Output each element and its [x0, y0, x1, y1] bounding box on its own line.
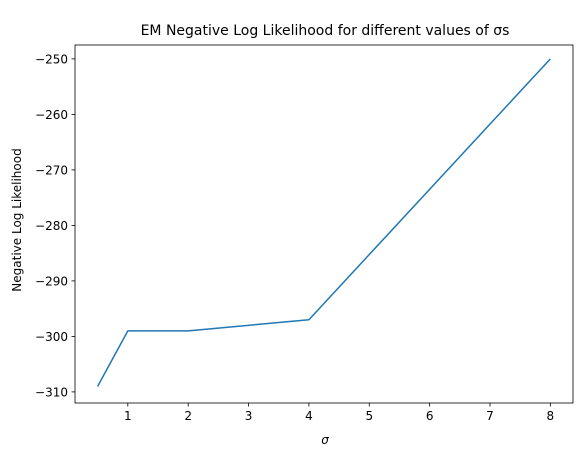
y-tick-label: −270 — [35, 163, 68, 177]
y-tick-label: −250 — [35, 52, 68, 66]
x-axis-ticks: 1 2 3 4 5 6 7 8 — [124, 403, 554, 423]
y-tick-label: −290 — [35, 274, 68, 288]
series-line-0 — [98, 59, 551, 386]
plot-frame — [75, 45, 573, 403]
y-tick-label: −310 — [35, 385, 68, 399]
x-tick-label: 8 — [547, 409, 555, 423]
y-tick-label: −280 — [35, 219, 68, 233]
x-tick-label: 6 — [426, 409, 434, 423]
chart-title: EM Negative Log Likelihood for different… — [141, 23, 510, 39]
y-axis-ticks: −310 −300 −290 −280 −270 −260 −250 — [35, 52, 75, 399]
x-tick-label: 5 — [365, 409, 373, 423]
y-axis-label: Negative Log Likelihood — [10, 148, 24, 291]
x-tick-label: 7 — [486, 409, 494, 423]
plot-area — [75, 45, 573, 403]
y-tick-label: −300 — [35, 330, 68, 344]
x-axis-label: σ — [321, 433, 329, 447]
y-tick-label: −260 — [35, 108, 68, 122]
x-tick-label: 2 — [184, 409, 192, 423]
x-tick-label: 4 — [305, 409, 313, 423]
x-tick-label: 3 — [245, 409, 253, 423]
x-tick-label: 1 — [124, 409, 132, 423]
